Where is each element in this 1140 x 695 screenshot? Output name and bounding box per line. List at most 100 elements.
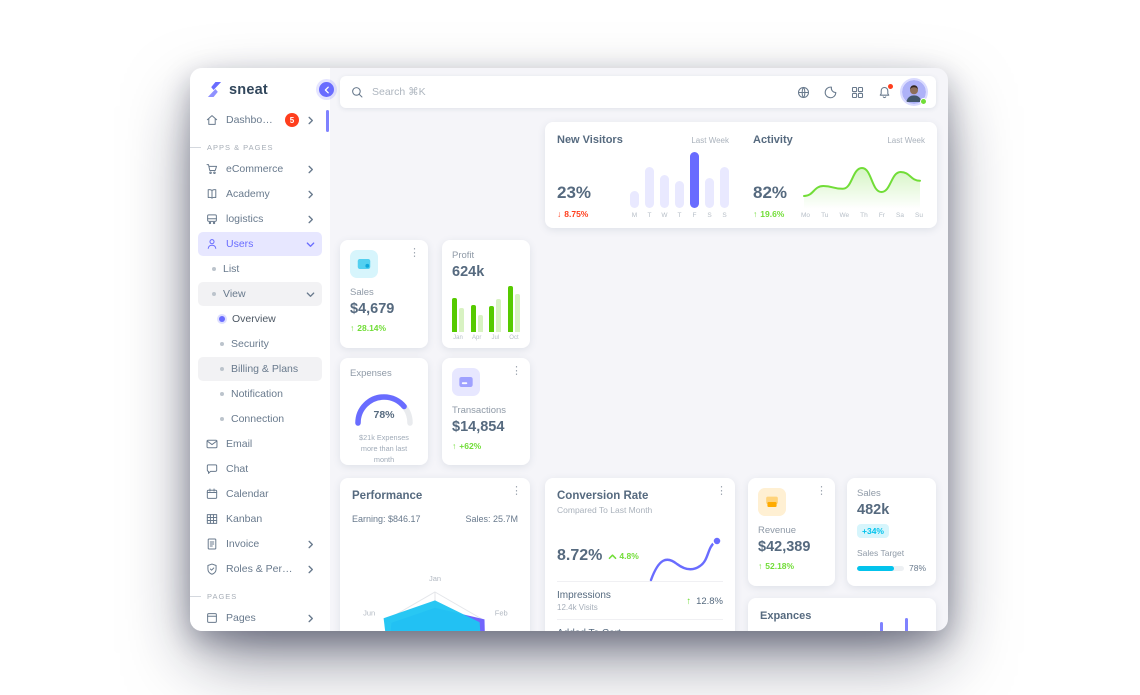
logo[interactable]: sneat — [190, 68, 330, 108]
sidebar-collapse-button[interactable] — [319, 82, 334, 97]
svg-text:Jan: Jan — [429, 574, 441, 583]
expenses-value: 78% — [373, 409, 395, 421]
kanban-icon — [205, 512, 219, 526]
sidebar-item-chat[interactable]: Chat — [198, 457, 322, 481]
activity-value: 82% — [753, 183, 788, 202]
sidebar-item-calendar[interactable]: Calendar — [198, 482, 322, 506]
kebab-menu-icon[interactable]: ⋮ — [511, 485, 522, 497]
sales-target-progress: 78% — [857, 563, 926, 573]
sidebar-item-label: Connection — [231, 413, 285, 425]
topbar — [340, 76, 936, 108]
bar-column: T — [645, 167, 654, 219]
sidebar-item-users[interactable]: Users — [198, 232, 322, 256]
sidebar-item-roles-permiss[interactable]: Roles & Permiss... — [198, 557, 322, 581]
row-label: Impressions — [557, 590, 611, 601]
activity-area-chart: Mo Tu We Th Fr Sa Su — [799, 157, 925, 219]
cart-icon — [205, 162, 219, 176]
sidebar-item-label: Pages — [226, 612, 256, 624]
sidebar-item-label: Invoice — [226, 538, 260, 550]
chevron-down-icon — [306, 290, 315, 299]
bar-group: Apr — [470, 305, 483, 341]
sidebar-item-list[interactable]: List — [198, 257, 322, 281]
sidebar-item-dashboards[interactable]: Dashboards 5 — [198, 108, 322, 132]
sidebar-item-label: Roles & Permiss... — [226, 563, 299, 575]
sidebar-item-overview[interactable]: Overview — [198, 307, 322, 331]
trend-value: 52.18% — [765, 561, 795, 571]
conversion-line-chart — [649, 536, 722, 582]
sidebar-item-invoice[interactable]: Invoice — [198, 532, 322, 556]
conversion-row-added-to-cart: Added To Cart 32 Product in cart ↓ -8.3% — [557, 619, 723, 631]
profit-bar-chart: Jan Apr Jul Oct — [452, 286, 520, 341]
card-subtitle: Compared To Last Month — [557, 505, 653, 515]
chat-icon — [205, 462, 219, 476]
card-title: Conversion Rate — [557, 490, 649, 502]
search-input[interactable] — [372, 86, 796, 98]
x-axis-label: Fr — [878, 212, 885, 219]
performance-earning: Earning: $846.17 — [352, 514, 421, 524]
x-axis-label: Th — [860, 212, 868, 219]
trend-value: 8.75% — [564, 209, 589, 219]
sidebar-item-label: Chat — [226, 463, 249, 475]
user-icon — [205, 237, 219, 251]
sidebar-item-pages[interactable]: Pages — [198, 606, 322, 630]
sales-value: $4,679 — [350, 301, 395, 317]
profit-card: Profit 624k Jan Apr Jul Oct — [442, 240, 530, 348]
kebab-menu-icon[interactable]: ⋮ — [716, 485, 727, 497]
sidebar-item-billing-plans[interactable]: Billing & Plans — [198, 357, 322, 381]
user-avatar[interactable] — [902, 80, 927, 105]
bar-group: Jan — [452, 298, 464, 341]
sidebar-item-label: Academy — [226, 188, 270, 200]
activity-x-labels: Mo Tu We Th Fr Sa Su — [799, 212, 925, 219]
sidebar-item-view[interactable]: View — [198, 282, 322, 306]
grid-icon[interactable] — [850, 85, 865, 100]
sidebar-item-logistics[interactable]: logistics — [198, 207, 322, 231]
kebab-menu-icon[interactable]: ⋮ — [409, 247, 420, 259]
chevron-right-icon — [306, 565, 315, 574]
bar-group: Jul — [489, 299, 502, 341]
sidebar-scrollbar-thumb[interactable] — [326, 110, 329, 132]
activity-panel: Activity Last Week 82% ↑ 19.6% Mo Tu We Th F… — [741, 122, 937, 228]
activity-line — [803, 166, 921, 209]
sales-target-card: Sales 482k +34% Sales Target 78% — [847, 478, 936, 586]
kebab-menu-icon[interactable]: ⋮ — [511, 365, 522, 377]
revenue-trend: ↑ 52.18% — [758, 561, 825, 571]
card-title: Sales — [857, 488, 881, 499]
search-icon[interactable] — [350, 85, 364, 99]
svg-text:Feb: Feb — [495, 609, 508, 618]
sidebar-item-security[interactable]: Security — [198, 332, 322, 356]
x-axis-label: Sa — [896, 212, 904, 219]
globe-icon[interactable] — [796, 85, 811, 100]
sidebar-item-connection[interactable]: Connection — [198, 407, 322, 431]
sidebar-item-notification[interactable]: Notification — [198, 382, 322, 406]
sidebar-item-ecommerce[interactable]: eCommerce — [198, 157, 322, 181]
chevron-down-icon — [306, 240, 315, 249]
sidebar-item-label: Notification — [231, 388, 283, 400]
performance-radar-chart: Jan Feb Jun — [363, 574, 508, 631]
sidebar-item-kanban[interactable]: Kanban — [198, 507, 322, 531]
x-axis-label: Tu — [821, 212, 829, 219]
card-title: Revenue — [758, 525, 797, 536]
bullet-dot-icon — [220, 367, 224, 371]
sidebar-item-label: eCommerce — [226, 163, 284, 175]
moon-icon[interactable] — [823, 85, 838, 100]
sales-target-label: Sales Target — [857, 548, 905, 558]
conversion-rate-card: ⋮ Conversion Rate Compared To Last Month… — [545, 478, 735, 631]
sidebar-item-email[interactable]: Email — [198, 432, 322, 456]
avatar-photo — [902, 80, 926, 104]
sidebar-item-label: View — [223, 288, 246, 300]
caret-up-icon — [608, 553, 617, 560]
change-badge: +34% — [857, 524, 889, 538]
kebab-menu-icon[interactable]: ⋮ — [816, 485, 827, 497]
transactions-trend: ↑ +62% — [452, 441, 520, 451]
sidebar-item-label: List — [223, 263, 240, 275]
card-title: Transactions — [452, 405, 507, 416]
wallet-icon — [350, 250, 378, 278]
sidebar-item-label: Calendar — [226, 488, 269, 500]
topbar-icons — [796, 83, 893, 100]
trend-value: 28.14% — [357, 323, 387, 333]
x-axis-label: We — [839, 212, 850, 219]
bell-icon[interactable] — [877, 83, 893, 100]
sidebar-item-academy[interactable]: Academy — [198, 182, 322, 206]
